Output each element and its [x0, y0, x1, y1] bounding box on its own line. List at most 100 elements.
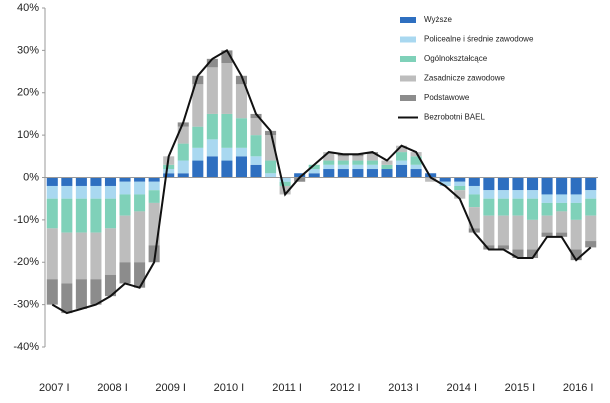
bar — [541, 194, 553, 203]
bar — [250, 156, 262, 165]
bar — [235, 118, 247, 148]
bar — [526, 219, 539, 250]
bar — [250, 113, 262, 119]
bar — [570, 194, 582, 203]
bar — [61, 185, 73, 199]
bar — [221, 113, 233, 148]
bar — [235, 147, 247, 157]
bar — [323, 164, 335, 170]
bar — [90, 279, 102, 305]
bar — [439, 181, 451, 186]
bar — [366, 154, 378, 161]
bar — [192, 147, 204, 161]
bar — [425, 177, 437, 182]
y-tick-label: -30% — [13, 299, 39, 311]
bar — [119, 181, 131, 195]
bar — [192, 160, 204, 178]
bar — [337, 169, 349, 178]
x-tick-label: 2010 I — [214, 382, 245, 394]
bar — [454, 181, 466, 186]
bar — [265, 173, 277, 178]
bar — [134, 262, 146, 288]
bar — [46, 177, 58, 186]
x-tick-label: 2011 I — [272, 382, 302, 394]
bar — [177, 160, 189, 174]
bar — [235, 156, 247, 178]
bar — [323, 152, 335, 161]
bar — [454, 185, 466, 191]
bar — [46, 185, 58, 199]
bar — [512, 190, 524, 199]
bar — [279, 181, 291, 186]
bar — [541, 177, 553, 195]
bar — [396, 152, 408, 161]
bar — [396, 164, 408, 178]
bar — [541, 232, 553, 237]
bar — [366, 169, 378, 178]
legend-label: Podstawowe — [424, 93, 470, 102]
bar — [337, 160, 349, 165]
y-tick-label: 10% — [17, 129, 39, 141]
bar — [90, 198, 102, 233]
bar — [352, 156, 364, 161]
bar — [512, 198, 524, 216]
legend-swatch — [400, 56, 416, 62]
bar — [541, 202, 553, 216]
bar — [75, 177, 87, 186]
bar — [177, 126, 189, 144]
bar — [61, 177, 73, 186]
bar — [352, 169, 364, 178]
legend-label: Wyższe — [424, 15, 452, 24]
bar — [294, 173, 306, 178]
legend-label: Ogólnokształcące — [424, 54, 488, 63]
y-tick-label: 40% — [17, 2, 39, 14]
bar — [61, 232, 73, 284]
bar — [526, 190, 539, 199]
bar — [250, 118, 262, 136]
bar — [497, 177, 509, 191]
bar — [119, 215, 131, 263]
bar — [148, 202, 160, 246]
bar — [206, 113, 218, 140]
bar — [585, 215, 597, 242]
bar — [104, 198, 117, 229]
bar — [134, 177, 146, 182]
bar — [483, 245, 495, 250]
bar — [570, 202, 582, 220]
legend-box — [393, 10, 591, 124]
bar — [512, 215, 524, 250]
bar — [235, 84, 247, 119]
bar — [61, 283, 73, 314]
bar — [90, 177, 102, 186]
bar — [337, 156, 349, 161]
bar — [556, 232, 568, 237]
bar — [221, 160, 233, 178]
bar — [570, 249, 582, 261]
bar — [425, 173, 437, 178]
bar — [221, 63, 233, 114]
bar — [483, 177, 495, 191]
bar — [556, 202, 568, 212]
bar — [206, 156, 218, 178]
bar — [75, 185, 87, 199]
bar — [221, 147, 233, 161]
legend-swatch — [400, 95, 416, 101]
bar — [177, 173, 189, 178]
bar — [177, 143, 189, 161]
bar — [235, 75, 247, 85]
bar — [206, 58, 218, 68]
bar — [410, 169, 422, 178]
bar — [585, 177, 597, 191]
y-tick-label: 20% — [17, 87, 39, 99]
bar — [265, 160, 277, 174]
bar — [468, 207, 480, 229]
bar — [585, 198, 597, 216]
bar — [148, 177, 160, 182]
bar — [483, 198, 495, 216]
bar — [352, 154, 364, 157]
bar — [148, 245, 160, 263]
bar — [134, 181, 146, 195]
bar — [104, 274, 117, 297]
legend: Wyższe Policealne i średnie zawodowe Ogóln… — [393, 10, 591, 124]
